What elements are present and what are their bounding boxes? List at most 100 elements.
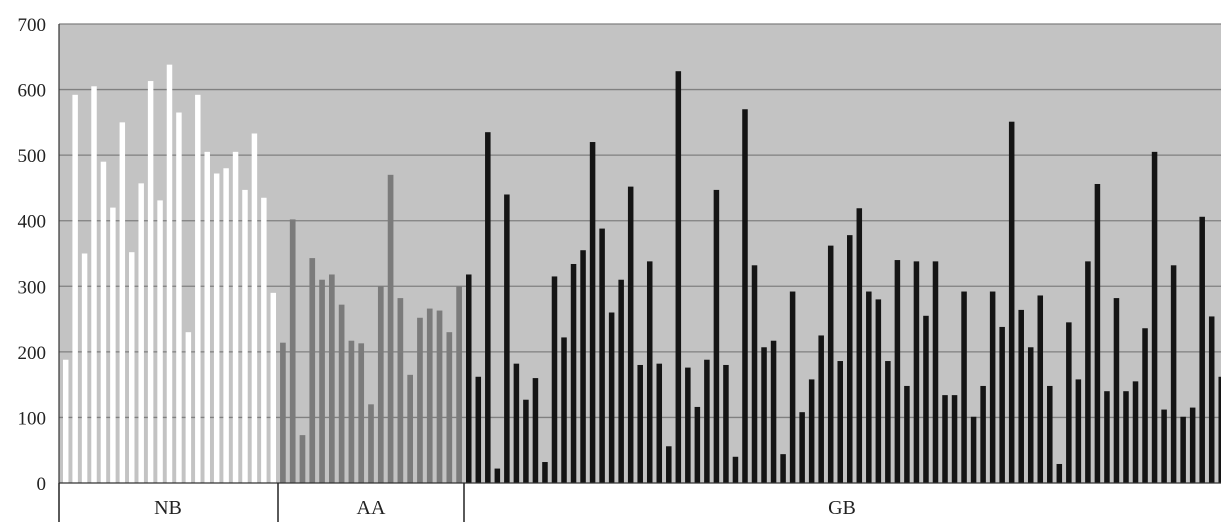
- bar-nb: [72, 94, 78, 483]
- bar-aa: [319, 279, 325, 483]
- bar-aa: [280, 342, 286, 483]
- bar-gb: [589, 142, 596, 483]
- bar-gb: [1218, 376, 1221, 483]
- bar-aa: [426, 308, 433, 483]
- bar-gb: [1161, 409, 1167, 483]
- bar-gb: [1170, 265, 1177, 483]
- group-label-nb: NB: [154, 497, 182, 519]
- bar-gb: [875, 299, 882, 483]
- bar-gb: [513, 363, 520, 483]
- y-tick-label: 400: [18, 212, 47, 233]
- bar-nb: [213, 173, 220, 483]
- bar-gb: [1075, 379, 1082, 483]
- bar-nb: [185, 332, 192, 483]
- bar-nb: [204, 151, 210, 484]
- bar-gb: [475, 376, 482, 483]
- bar-gb: [1027, 347, 1034, 483]
- y-tick-label: 600: [18, 81, 47, 102]
- bar-nb: [195, 94, 201, 483]
- bar-aa: [387, 174, 394, 483]
- bar-nb: [147, 81, 154, 484]
- bar-gb: [1056, 463, 1063, 483]
- bar-gb: [837, 361, 843, 483]
- bar-gb: [580, 250, 586, 483]
- bar-gb: [723, 364, 729, 483]
- bar-aa: [348, 340, 355, 483]
- bar-nb: [242, 189, 248, 483]
- bar-nb: [223, 168, 229, 483]
- bar-gb: [656, 363, 663, 483]
- bar-gb: [1151, 151, 1158, 484]
- bar-gb: [818, 335, 824, 483]
- bar-aa: [368, 404, 374, 483]
- bar-gb: [666, 446, 672, 483]
- bar-aa: [377, 286, 384, 483]
- bar-gb: [1047, 385, 1053, 483]
- bar-gb: [466, 274, 472, 483]
- bar-gb: [504, 194, 510, 484]
- bar-aa: [407, 374, 413, 483]
- bar-gb: [1199, 216, 1205, 483]
- bar-gb: [970, 416, 977, 483]
- y-tick-label: 0: [37, 474, 47, 495]
- bar-gb: [770, 340, 777, 483]
- bar-nb: [261, 197, 267, 483]
- bar-gb: [866, 291, 872, 483]
- y-tick-label: 200: [18, 343, 47, 364]
- bar-gb: [799, 412, 805, 483]
- y-tick-label: 700: [18, 15, 47, 36]
- bar-gb: [1132, 381, 1139, 483]
- bar-gb: [1037, 295, 1044, 483]
- bar-nb: [176, 112, 182, 484]
- bar-gb: [942, 395, 948, 483]
- bar-gb: [675, 71, 682, 484]
- bar-gb: [923, 315, 929, 483]
- bar-gb: [685, 367, 691, 483]
- bar-nb: [81, 253, 88, 483]
- bar-nb: [110, 207, 116, 483]
- bar-gb: [1113, 298, 1120, 483]
- bar-gb: [1008, 121, 1015, 483]
- bar-gb: [951, 395, 958, 483]
- bar-aa: [456, 286, 462, 483]
- bar-nb: [138, 183, 144, 483]
- bar-gb: [856, 208, 863, 483]
- bar-aa: [289, 219, 296, 483]
- bar-gb: [789, 291, 796, 483]
- bar-aa: [397, 298, 404, 483]
- bar-nb: [251, 133, 258, 483]
- bar-aa: [329, 274, 335, 483]
- bar-gb: [913, 261, 920, 483]
- bar-gb: [561, 337, 567, 483]
- bar-gb: [989, 291, 996, 483]
- bar-gb: [713, 189, 720, 483]
- bar-aa: [299, 435, 306, 483]
- bar-gb: [932, 261, 939, 483]
- bar-gb: [485, 132, 491, 483]
- bar-gb: [1094, 183, 1101, 484]
- bar-gb: [551, 276, 558, 483]
- bar-gb: [1189, 407, 1196, 483]
- bar-gb: [646, 261, 653, 483]
- bar-nb: [62, 359, 69, 483]
- bar-gb: [885, 361, 891, 483]
- bar-gb: [599, 228, 605, 483]
- bar-gb: [847, 235, 853, 483]
- bar-gb: [1142, 328, 1148, 483]
- bar-gb: [1123, 391, 1129, 483]
- group-label-aa: AA: [357, 497, 386, 519]
- y-tick-label: 300: [18, 277, 47, 298]
- bar-gb: [627, 186, 634, 483]
- bar-gb: [808, 379, 815, 483]
- bar-aa: [358, 343, 365, 483]
- bar-aa: [338, 304, 345, 483]
- bar-gb: [618, 279, 624, 483]
- bar-nb: [91, 86, 97, 483]
- bar-nb: [100, 161, 107, 483]
- bar-gb: [1085, 261, 1091, 483]
- bar-nb: [166, 64, 173, 484]
- bar-gb: [694, 406, 701, 483]
- bar-aa: [436, 310, 443, 483]
